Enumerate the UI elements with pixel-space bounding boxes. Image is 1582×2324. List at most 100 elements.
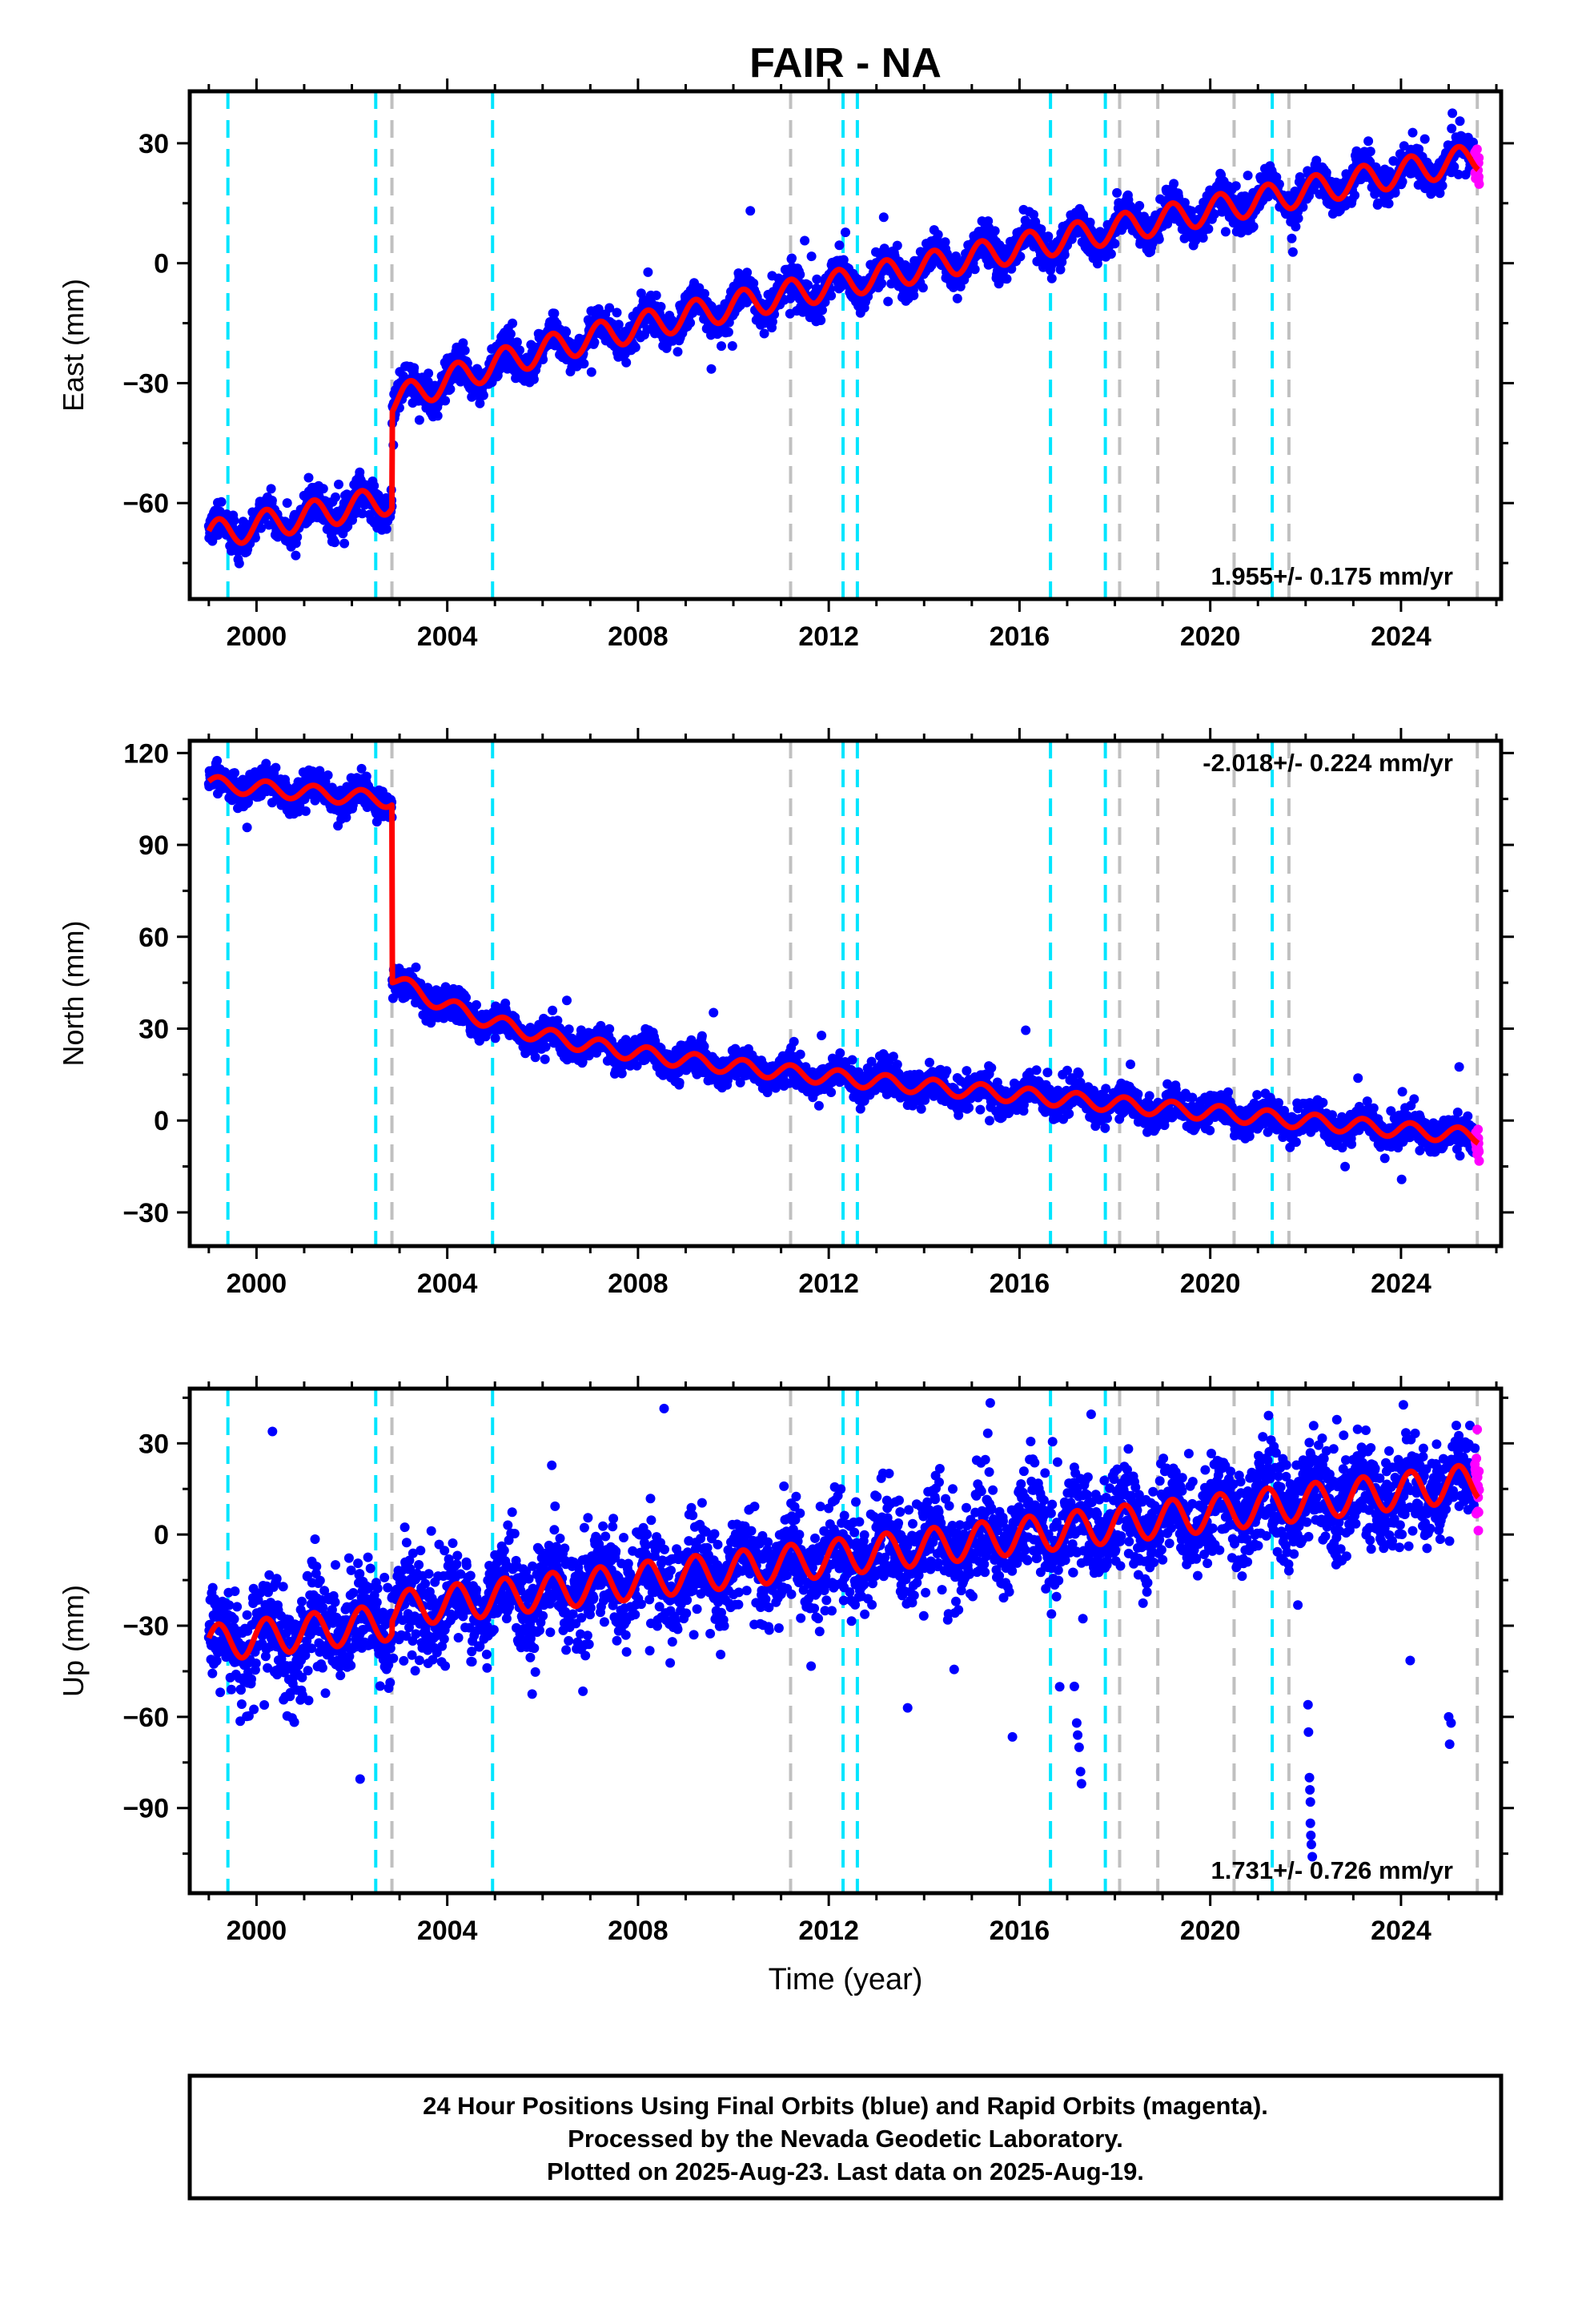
panel-east: 2000 2004 2008 2012 2016 2020 2024−60−30030Eas… [57,78,1514,652]
y-tick-label: 0 [154,249,169,279]
data-point [990,226,1000,236]
data-point [564,1024,574,1035]
x-tick-label: 2000 [227,621,287,652]
data-point [1110,239,1120,249]
data-point [282,498,292,509]
data-point [834,240,845,251]
data-point [318,484,328,494]
data-point [1112,187,1122,198]
data-point [445,384,456,394]
data-point [1220,227,1231,237]
data-point [723,327,733,337]
data-point [508,318,518,328]
y-tick-label: 30 [139,129,169,159]
figure-title: FAIR - NA [749,40,942,86]
rapid-point [1472,144,1482,155]
data-point [1419,134,1430,144]
x-tick-label: 2004 [417,621,478,652]
data-point [562,995,572,1006]
data-point [1383,199,1394,209]
data-point [1287,233,1297,243]
data-point [727,341,737,351]
data-point [229,516,239,525]
data-point [512,337,522,348]
data-point [1043,231,1054,242]
data-point [1291,222,1301,231]
data-point [303,472,314,483]
data-point [458,338,468,348]
x-tick-label: 2020 [1180,621,1241,652]
data-point [1134,200,1145,211]
data-point [1231,181,1241,191]
data-point [1154,234,1164,244]
data-point [381,524,391,534]
rapid-point [1474,179,1484,189]
data-point [621,357,632,368]
data-point [250,533,260,543]
data-point [409,363,420,373]
data-point [1447,123,1457,134]
data-point [271,762,281,773]
data-point [589,337,600,348]
velocity-annotation: 1.955+/- 0.175 mm/yr [1211,562,1453,590]
data-point [230,768,239,778]
data-point [530,1052,540,1063]
data-point [339,538,350,549]
data-point [917,283,928,293]
data-point [505,329,516,339]
data-point [334,479,343,489]
chart-panels: 2000 2004 2008 2012 2016 2020 2024−60−30030Eas… [57,78,1514,1946]
data-point [909,290,919,300]
data-point [970,264,980,275]
data-point [656,302,666,312]
data-point [745,206,756,216]
data-point [440,396,451,406]
data-point [267,496,277,505]
data-point [1248,222,1259,231]
data-point [478,390,488,400]
data-point [685,318,696,328]
data-point [787,253,797,263]
data-point [291,550,301,561]
data-point [651,290,661,300]
data-point [212,755,223,766]
data-point [1106,249,1116,259]
data-point [1169,179,1179,189]
data-point [759,328,769,339]
data-point [330,537,340,548]
data-point [461,992,471,1003]
x-tick-label: 2016 [990,621,1050,652]
data-point [1363,136,1374,147]
data-point [706,364,717,374]
y-tick-label: −60 [122,489,169,519]
data-point [604,303,615,313]
data-point [812,274,822,284]
data-point [630,342,640,352]
data-point [612,308,622,318]
rapid-point [1474,153,1484,163]
data-point [216,497,227,507]
data-point [549,308,560,319]
data-point [540,1042,551,1052]
data-point [256,523,266,533]
data-point [323,770,333,780]
data-point [234,558,244,569]
x-tick-label: 2012 [798,621,859,652]
data-point [528,374,539,384]
data-point [460,345,470,356]
x-tick-label: 2024 [1371,621,1431,652]
data-point [1203,223,1214,234]
data-point [1455,116,1465,127]
data-point [369,480,379,491]
data-point [1243,171,1253,181]
data-point [795,269,805,279]
data-point [586,367,596,377]
data-point [803,279,813,290]
data-point [292,532,303,542]
data-point [331,492,340,502]
data-point [1002,274,1012,284]
data-point [300,806,311,816]
data-point [548,1005,558,1015]
data-point [1365,147,1375,157]
